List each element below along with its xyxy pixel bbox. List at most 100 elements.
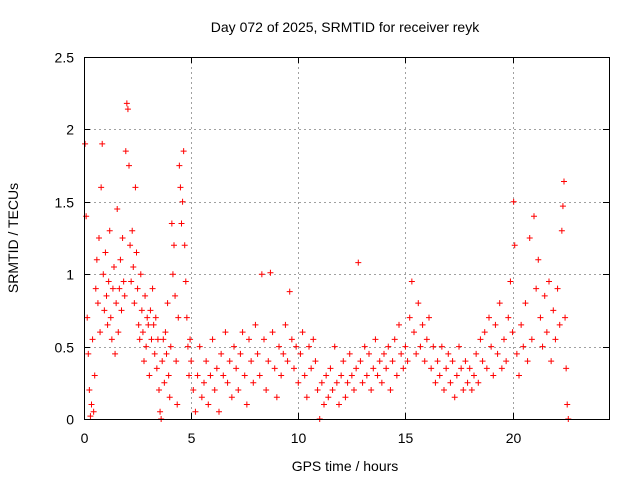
data-point: [535, 256, 542, 263]
data-point: [196, 343, 203, 350]
data-point: [558, 227, 565, 234]
data-point: [438, 343, 445, 350]
data-point: [167, 343, 174, 350]
data-point: [207, 372, 214, 379]
data-point: [180, 148, 187, 155]
data-point: [516, 372, 522, 379]
data-point: [361, 343, 368, 350]
data-point: [554, 285, 561, 292]
data-point: [254, 350, 261, 357]
data-point: [522, 300, 529, 307]
data-point: [509, 329, 516, 336]
data-point: [151, 350, 158, 357]
data-point: [121, 292, 128, 299]
data-point: [306, 343, 312, 350]
data-point: [184, 343, 191, 350]
data-point: [404, 358, 411, 365]
data-point: [488, 343, 495, 350]
data-point: [82, 140, 89, 147]
data-point: [104, 321, 111, 328]
data-point: [239, 329, 246, 336]
data-point: [421, 358, 428, 365]
data-point: [389, 358, 396, 365]
data-point: [492, 321, 499, 328]
data-point: [177, 184, 184, 191]
data-point: [550, 307, 557, 314]
data-point: [148, 336, 155, 343]
y-tick-label: 2: [66, 122, 74, 138]
data-point: [156, 387, 162, 394]
data-point: [278, 372, 285, 379]
data-point: [134, 285, 141, 292]
data-point: [464, 379, 471, 386]
data-point: [113, 300, 120, 307]
data-point: [92, 285, 99, 292]
data-point: [147, 307, 154, 314]
data-point: [301, 372, 308, 379]
data-point: [216, 408, 222, 415]
data-point: [190, 387, 197, 394]
data-point: [423, 336, 430, 343]
data-point: [115, 329, 122, 336]
data-point: [318, 379, 325, 386]
data-point: [90, 408, 97, 415]
data-point: [171, 242, 177, 249]
data-point: [188, 358, 195, 365]
data-point: [408, 278, 415, 285]
data-point: [137, 271, 144, 278]
data-point: [280, 350, 287, 357]
data-point: [211, 387, 218, 394]
data-point: [131, 300, 138, 307]
data-point: [471, 372, 477, 379]
data-point: [102, 249, 109, 256]
data-point: [351, 387, 357, 394]
data-point: [116, 285, 123, 292]
data-point: [99, 140, 106, 147]
data-point: [505, 314, 512, 321]
data-point: [548, 358, 555, 365]
data-point: [85, 350, 92, 357]
data-point: [531, 213, 537, 220]
x-tick-label: 15: [398, 430, 414, 446]
data-point: [447, 379, 454, 386]
data-point: [126, 162, 132, 169]
data-point: [415, 300, 422, 307]
data-point: [329, 387, 336, 394]
data-point: [396, 321, 402, 328]
data-point: [241, 372, 248, 379]
data-point: [250, 379, 257, 386]
data-point: [174, 401, 181, 408]
data-point: [114, 206, 121, 213]
data-point: [331, 343, 338, 350]
data-point: [374, 372, 381, 379]
data-point: [138, 307, 145, 314]
data-point: [159, 358, 166, 365]
data-point: [426, 314, 432, 321]
data-point: [363, 372, 370, 379]
data-point: [333, 379, 340, 386]
data-point: [299, 329, 306, 336]
data-point: [342, 394, 349, 401]
data-point: [118, 307, 125, 314]
data-point: [511, 242, 518, 249]
data-point: [533, 285, 540, 292]
data-point: [107, 314, 114, 321]
data-point: [179, 198, 186, 205]
data-point: [201, 379, 207, 386]
data-point: [338, 372, 345, 379]
y-axis-label: SRMTID / TECUs: [5, 183, 21, 293]
data-point: [443, 365, 450, 372]
x-tick-label: 5: [188, 430, 196, 446]
data-point: [366, 350, 372, 357]
data-point: [378, 379, 385, 386]
data-point: [198, 394, 205, 401]
data-point: [94, 300, 101, 307]
x-tick-label: 0: [81, 430, 89, 446]
data-point: [235, 387, 242, 394]
data-point: [346, 350, 353, 357]
data-point: [123, 100, 130, 107]
data-point: [187, 336, 194, 343]
data-point: [494, 350, 501, 357]
data-point: [368, 387, 375, 394]
